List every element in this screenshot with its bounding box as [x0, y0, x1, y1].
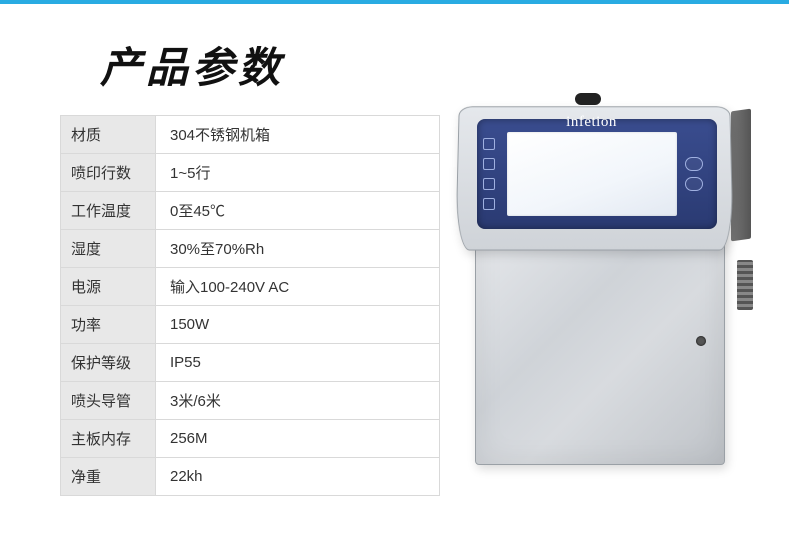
table-row: 功率150W: [61, 306, 440, 344]
spec-label: 保护等级: [61, 344, 156, 382]
page-title: 产品参数: [100, 34, 460, 95]
spec-value: 1~5行: [156, 154, 440, 192]
table-row: 喷头导管3米/6米: [61, 382, 440, 420]
screen-right-buttons: [685, 157, 703, 191]
product-screen-frame: infetion: [477, 119, 717, 229]
product-illustration: infetion: [465, 75, 745, 475]
table-row: 材质304不锈钢机箱: [61, 116, 440, 154]
spec-table: 材质304不锈钢机箱喷印行数1~5行工作温度0至45℃湿度30%至70%Rh电源…: [60, 115, 440, 496]
page-container: 产品参数 材质304不锈钢机箱喷印行数1~5行工作温度0至45℃湿度30%至70…: [0, 4, 789, 516]
spec-label: 主板内存: [61, 420, 156, 458]
spec-value: IP55: [156, 344, 440, 382]
specs-column: 产品参数 材质304不锈钢机箱喷印行数1~5行工作温度0至45℃湿度30%至70…: [60, 34, 460, 496]
spec-value: 22kh: [156, 458, 440, 496]
left-button-icon: [483, 158, 495, 170]
product-column: infetion: [460, 34, 749, 496]
table-row: 喷印行数1~5行: [61, 154, 440, 192]
spec-table-body: 材质304不锈钢机箱喷印行数1~5行工作温度0至45℃湿度30%至70%Rh电源…: [61, 116, 440, 496]
spec-value: 256M: [156, 420, 440, 458]
product-camera-lens: [575, 93, 601, 105]
spec-value: 输入100-240V AC: [156, 268, 440, 306]
product-chassis: [475, 215, 725, 465]
spec-label: 工作温度: [61, 192, 156, 230]
spec-label: 湿度: [61, 230, 156, 268]
product-side-vent: [737, 260, 753, 310]
spec-label: 喷印行数: [61, 154, 156, 192]
table-row: 湿度30%至70%Rh: [61, 230, 440, 268]
table-row: 净重22kh: [61, 458, 440, 496]
spec-label: 喷头导管: [61, 382, 156, 420]
right-button-icon: [685, 157, 703, 171]
spec-label: 电源: [61, 268, 156, 306]
table-row: 电源输入100-240V AC: [61, 268, 440, 306]
spec-value: 0至45℃: [156, 192, 440, 230]
spec-value: 150W: [156, 306, 440, 344]
spec-label: 净重: [61, 458, 156, 496]
table-row: 保护等级IP55: [61, 344, 440, 382]
table-row: 工作温度0至45℃: [61, 192, 440, 230]
product-side-panel: [731, 109, 751, 242]
table-row: 主板内存256M: [61, 420, 440, 458]
spec-value: 30%至70%Rh: [156, 230, 440, 268]
left-button-icon: [483, 178, 495, 190]
screen-left-buttons: [483, 138, 501, 210]
spec-value: 3米/6米: [156, 382, 440, 420]
brand-label: infetion: [566, 114, 617, 131]
spec-value: 304不锈钢机箱: [156, 116, 440, 154]
left-button-icon: [483, 138, 495, 150]
left-button-icon: [483, 198, 495, 210]
spec-label: 材质: [61, 116, 156, 154]
right-button-icon: [685, 177, 703, 191]
spec-label: 功率: [61, 306, 156, 344]
product-screen: infetion: [507, 132, 677, 216]
